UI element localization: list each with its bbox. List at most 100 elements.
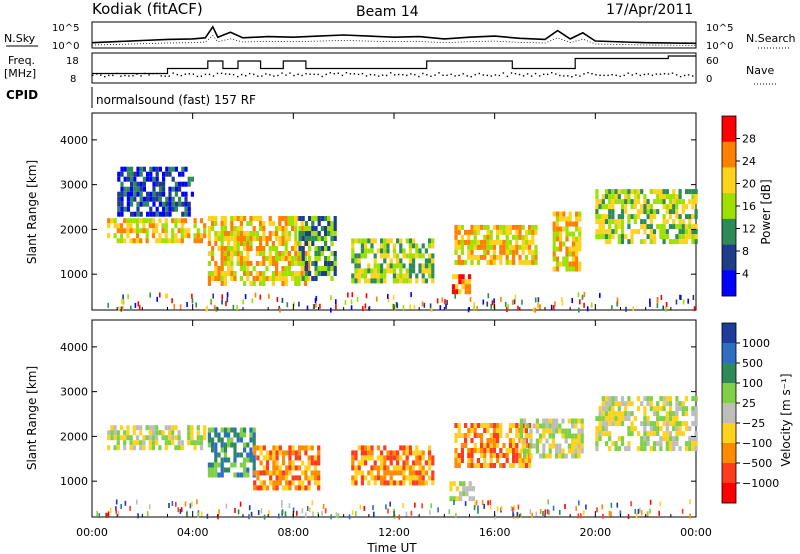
echo-cell	[324, 246, 328, 251]
echo-speck	[454, 293, 456, 299]
echo-cell	[649, 446, 653, 452]
echo-cell	[380, 238, 384, 244]
nave-point	[615, 74, 617, 76]
echo-speck	[535, 511, 538, 517]
power-ylabel: Slant Range [km]	[25, 160, 39, 264]
echo-cell	[171, 425, 175, 431]
echo-cell	[184, 166, 188, 172]
echo-cell	[678, 194, 682, 200]
echo-cell	[360, 470, 364, 476]
echo-cell	[116, 440, 120, 446]
echo-cell	[294, 465, 298, 471]
echo-cell	[545, 438, 549, 444]
echo-cell	[526, 448, 530, 454]
echo-cell	[476, 458, 480, 463]
echo-cell	[418, 253, 422, 259]
echo-cell	[230, 251, 234, 256]
echo-cell	[684, 441, 689, 447]
echo-cell	[142, 176, 146, 182]
echo-cell	[529, 443, 533, 449]
echo-cell	[230, 221, 234, 226]
echo-cell	[275, 480, 279, 486]
echo-cell	[214, 432, 218, 438]
echo-cell	[314, 236, 318, 241]
echo-speck	[389, 501, 391, 507]
nave-point	[228, 73, 231, 75]
echo-cell	[691, 189, 695, 195]
echo-cell	[545, 428, 549, 434]
echo-cell	[480, 443, 484, 448]
echo-cell	[207, 226, 211, 231]
echo-cell	[130, 176, 134, 182]
echo-cell	[552, 241, 556, 247]
echo-cell	[383, 243, 387, 249]
echo-speck	[191, 501, 193, 507]
echo-speck	[423, 302, 426, 308]
echo-cell	[608, 239, 612, 245]
echo-cell	[454, 438, 458, 443]
echo-cell	[217, 462, 221, 468]
echo-cell	[162, 186, 166, 192]
nave-point	[675, 74, 678, 76]
echo-cell	[571, 418, 575, 424]
nave-point	[534, 72, 537, 75]
echo-cell	[119, 228, 124, 234]
echo-cell	[139, 166, 143, 172]
echo-cell	[239, 251, 243, 256]
echo-cell	[253, 470, 257, 476]
echo-cell	[486, 259, 490, 265]
echo-cell	[236, 452, 240, 458]
echo-cell	[458, 279, 462, 285]
echo-speck	[120, 306, 123, 312]
colorbar-segment	[722, 141, 736, 168]
echo-speck	[409, 304, 411, 310]
echo-cell	[601, 406, 605, 412]
echo-cell	[552, 266, 556, 272]
echo-cell	[243, 427, 247, 433]
echo-cell	[399, 248, 403, 254]
echo-cell	[327, 221, 331, 226]
freq-tick-top: 18	[66, 56, 79, 67]
echo-cell	[220, 427, 224, 433]
nave-point	[651, 74, 654, 77]
echo-cell	[333, 231, 337, 236]
echo-cell	[246, 246, 250, 251]
echo-cell	[117, 196, 121, 202]
echo-speck	[180, 507, 183, 513]
echo-cell	[399, 465, 403, 471]
echo-cell	[489, 463, 493, 468]
echo-cell	[473, 433, 477, 438]
echo-cell	[294, 216, 298, 221]
echo-speck	[421, 301, 424, 307]
echo-cell	[552, 226, 556, 232]
echo-cell	[214, 462, 218, 468]
echo-speck	[362, 306, 364, 312]
echo-cell	[665, 416, 669, 422]
echo-cell	[161, 223, 165, 229]
echo-speck	[184, 501, 187, 507]
echo-cell	[617, 406, 621, 412]
echo-cell	[505, 224, 509, 230]
echo-cell	[575, 226, 579, 232]
colorbar-segment	[722, 403, 736, 424]
echo-cell	[123, 430, 127, 436]
echo-cell	[578, 211, 582, 217]
echo-cell	[489, 438, 493, 443]
echo-cell	[184, 196, 188, 202]
echo-cell	[483, 448, 487, 453]
echo-cell	[330, 241, 334, 246]
echo-cell	[415, 470, 419, 476]
echo-cell	[120, 201, 124, 207]
echo-cell	[649, 396, 653, 402]
echo-speck	[115, 509, 118, 514]
echo-cell	[539, 453, 543, 459]
echo-cell	[380, 278, 384, 284]
colorbar-tick-label: 16	[742, 200, 756, 213]
nave-point	[450, 73, 452, 75]
echo-cell	[524, 229, 528, 235]
echo-speck	[679, 294, 681, 300]
echo-cell	[275, 271, 279, 276]
echo-cell	[380, 465, 384, 471]
echo-speck	[616, 502, 619, 508]
echo-cell	[300, 221, 304, 226]
